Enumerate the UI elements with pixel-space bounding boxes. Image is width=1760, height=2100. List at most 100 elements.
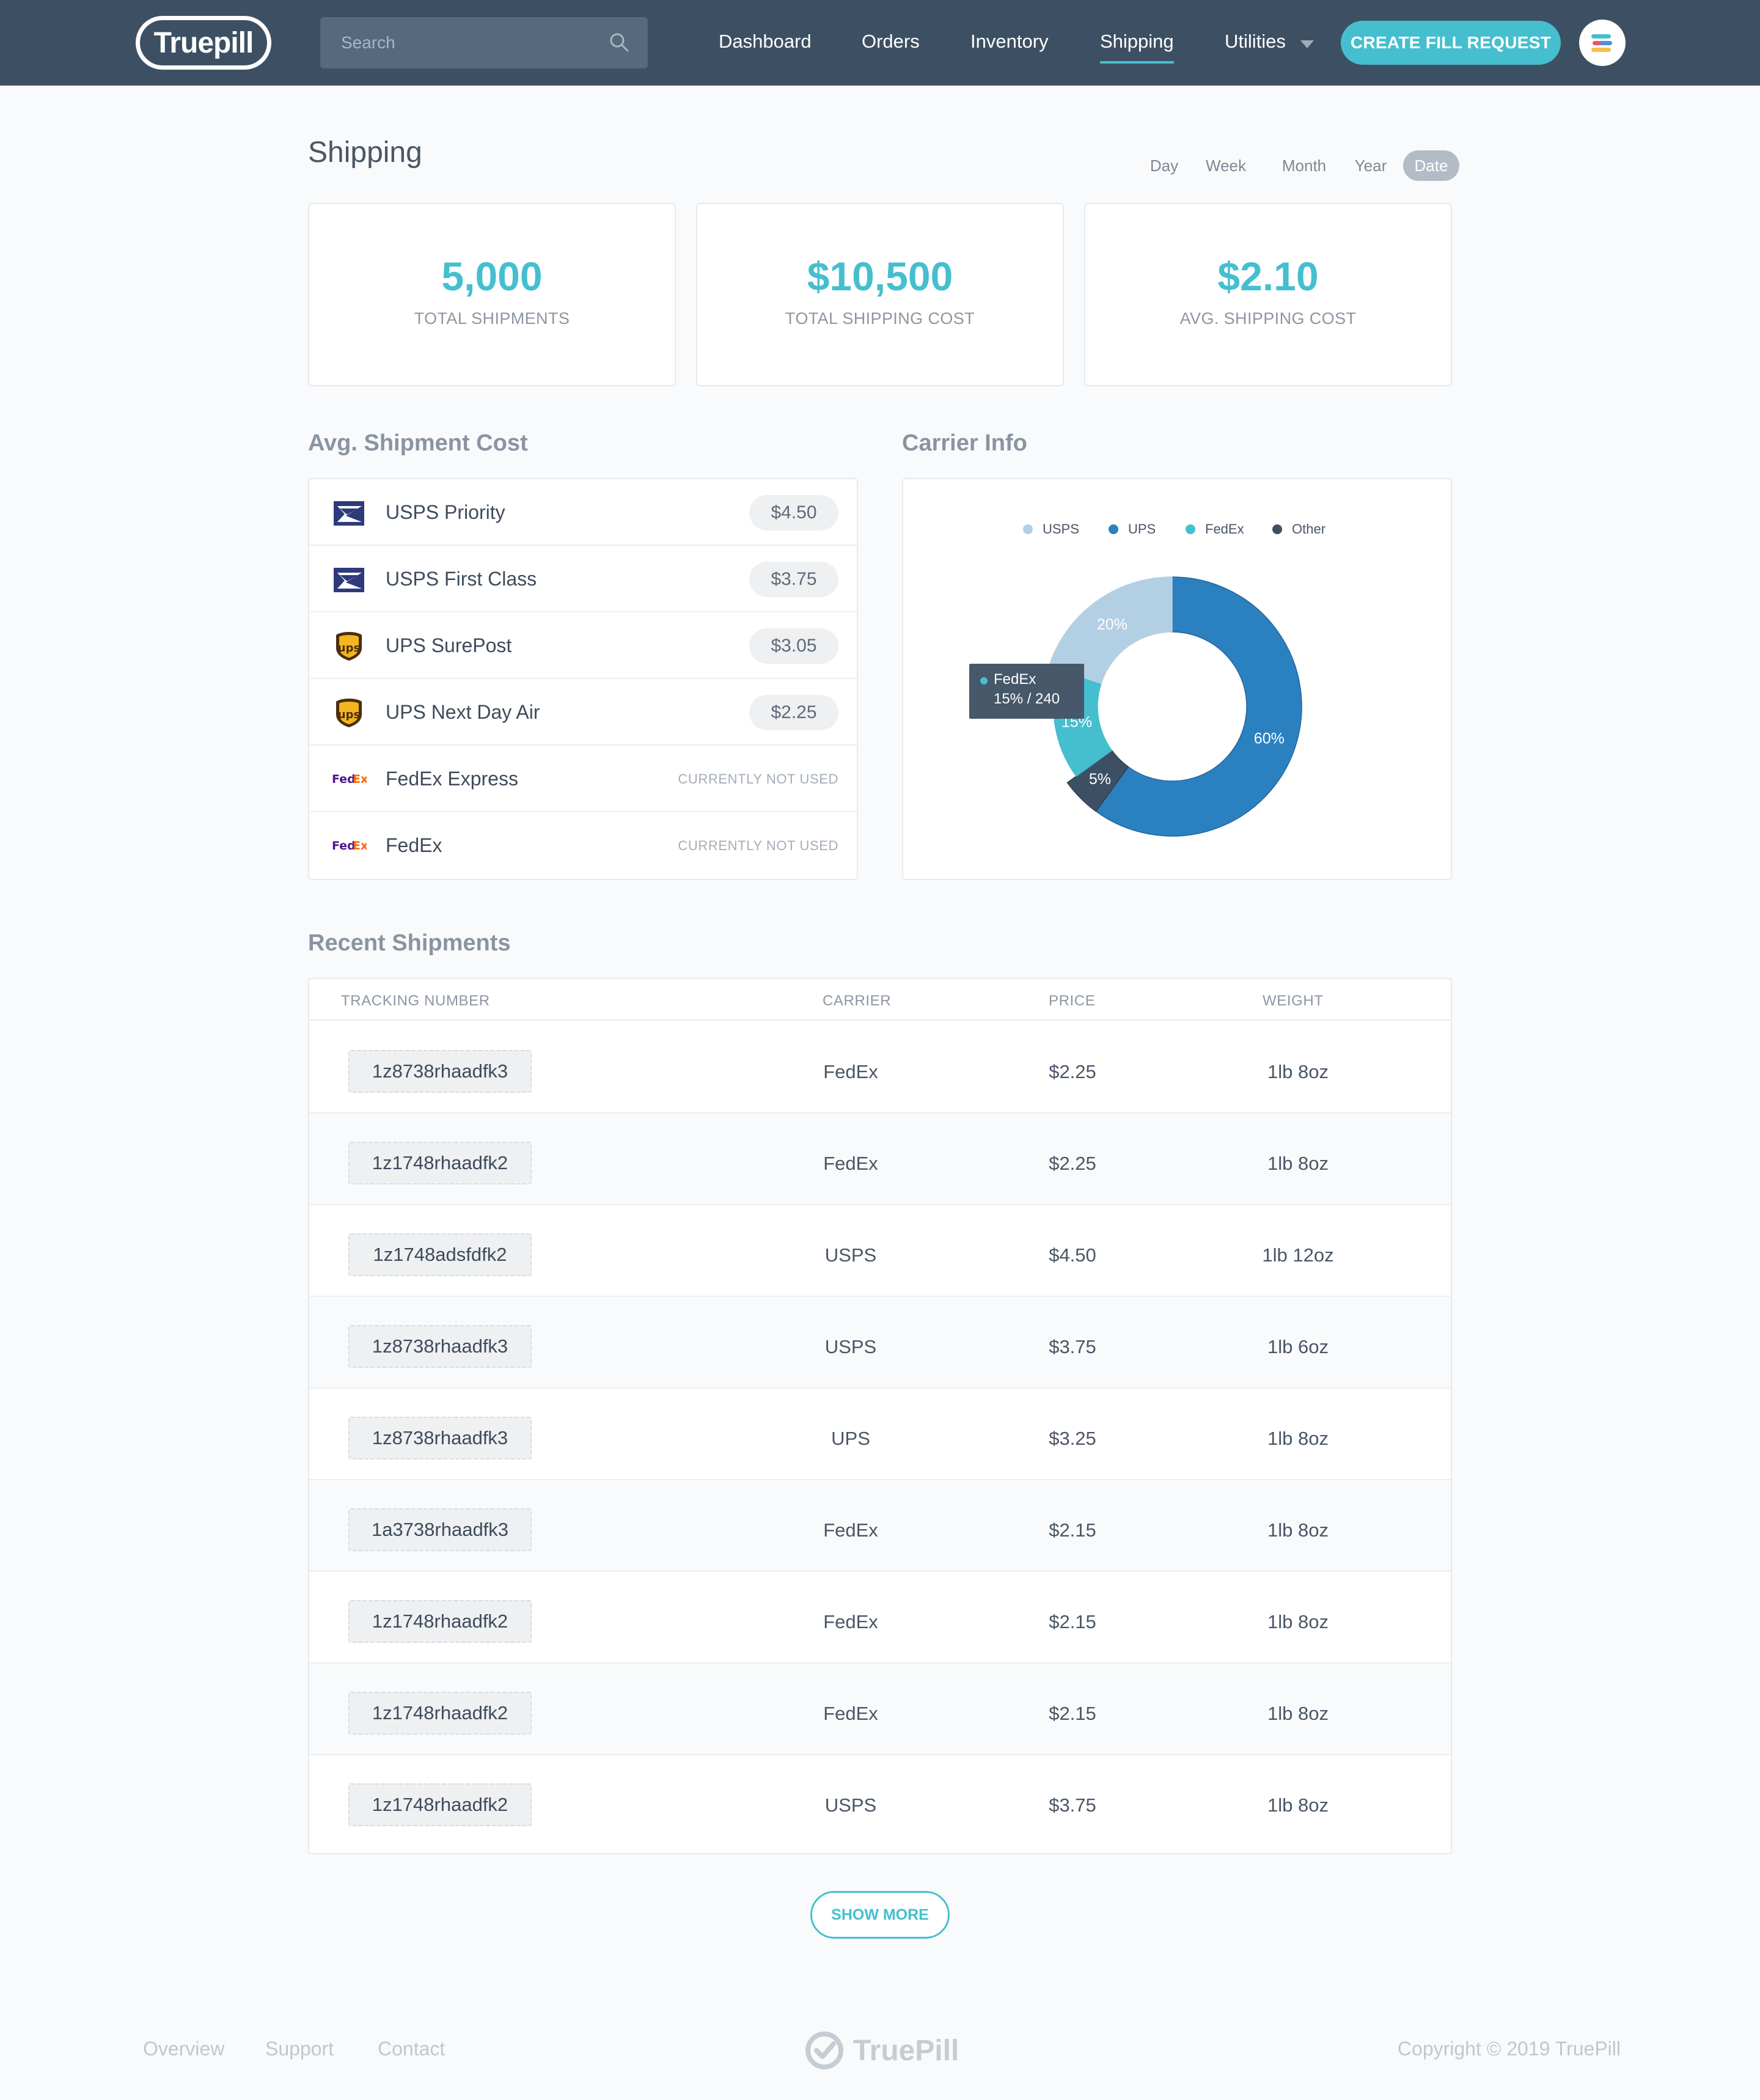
legend-label: Other bbox=[1292, 521, 1326, 537]
list-item[interactable]: USPS First Class $3.75 bbox=[309, 546, 857, 612]
list-item[interactable]: ups UPS SurePost $3.05 bbox=[309, 612, 857, 679]
search-icon[interactable] bbox=[609, 32, 629, 53]
nav-dashboard[interactable]: Dashboard bbox=[719, 31, 812, 52]
carrier-cell: FedEx bbox=[823, 1703, 878, 1724]
tracking-number-badge[interactable]: 1a3738rhaadfk3 bbox=[348, 1508, 532, 1551]
kpi-value: $2.10 bbox=[1217, 254, 1319, 299]
table-row[interactable]: 1z1748rhaadfk2 FedEx $2.15 1lb 8oz bbox=[309, 1572, 1451, 1664]
footer-logo[interactable]: TruePill bbox=[804, 2029, 959, 2072]
table-row[interactable]: 1z1748rhaadfk2 USPS $3.75 1lb 8oz bbox=[309, 1755, 1451, 1847]
ups-icon: ups bbox=[331, 631, 367, 661]
list-item[interactable]: Fed Ex FedEx CURRENTLY NOT USED bbox=[309, 812, 857, 879]
price-badge: $3.75 bbox=[749, 562, 838, 597]
tracking-number-badge[interactable]: 1z8738rhaadfk3 bbox=[348, 1050, 532, 1093]
create-fill-request-button[interactable]: CREATE FILL REQUEST bbox=[1341, 21, 1561, 65]
carrier-cell: UPS bbox=[831, 1428, 870, 1449]
tracking-number-badge[interactable]: 1z1748rhaadfk2 bbox=[348, 1692, 532, 1735]
ups-slice[interactable] bbox=[1095, 576, 1302, 837]
carrier-cell: FedEx bbox=[823, 1061, 878, 1082]
price-badge: $2.25 bbox=[749, 695, 838, 730]
legend-other[interactable]: Other bbox=[1272, 518, 1326, 540]
tracking-number-badge[interactable]: 1z8738rhaadfk3 bbox=[348, 1325, 532, 1368]
truepill-logo[interactable]: Truepill bbox=[136, 16, 271, 70]
truepill-check-icon bbox=[805, 2032, 843, 2069]
col-weight[interactable]: WEIGHT bbox=[1263, 993, 1324, 1009]
footer-contact-link[interactable]: Contact bbox=[378, 2038, 446, 2060]
nav-utilities[interactable]: Utilities bbox=[1225, 31, 1286, 52]
kpi-value: $10,500 bbox=[807, 254, 953, 299]
range-week[interactable]: Week bbox=[1206, 156, 1246, 175]
usps-icon bbox=[331, 564, 367, 595]
kpi-total-shipping-cost: $10,500 TOTAL SHIPPING COST bbox=[696, 203, 1064, 386]
kpi-label: TOTAL SHIPPING COST bbox=[785, 309, 975, 328]
table-row[interactable]: 1a3738rhaadfk3 FedEx $2.15 1lb 8oz bbox=[309, 1480, 1451, 1572]
footer-logo-text: TruePill bbox=[853, 2034, 959, 2067]
carrier-cell: USPS bbox=[824, 1244, 877, 1266]
table-row[interactable]: 1z8738rhaadfk3 USPS $3.75 1lb 6oz bbox=[309, 1297, 1451, 1389]
nav-shipping[interactable]: Shipping bbox=[1100, 31, 1174, 64]
carrier-service-name: FedEx bbox=[386, 834, 442, 856]
search-input[interactable] bbox=[341, 17, 598, 68]
avatar[interactable] bbox=[1579, 20, 1626, 66]
table-row[interactable]: 1z1748rhaadfk2 FedEx $2.25 1lb 8oz bbox=[309, 1114, 1451, 1205]
carrier-service-name: USPS Priority bbox=[386, 501, 505, 523]
table-row[interactable]: 1z8738rhaadfk3 FedEx $2.25 1lb 8oz bbox=[309, 1022, 1451, 1114]
tooltip-value: 15% / 240 bbox=[994, 691, 1060, 707]
svg-text:Fed: Fed bbox=[332, 839, 356, 853]
slice-label: 60% bbox=[1254, 730, 1285, 747]
status-text: CURRENTLY NOT USED bbox=[678, 838, 838, 853]
recent-shipments-table: TRACKING NUMBER CARRIER PRICE WEIGHT 1z8… bbox=[308, 978, 1452, 1854]
tracking-number-badge[interactable]: 1z1748rhaadfk2 bbox=[348, 1142, 532, 1184]
col-tracking-number[interactable]: TRACKING NUMBER bbox=[341, 993, 490, 1009]
legend-fedex[interactable]: FedEx bbox=[1186, 518, 1244, 540]
weight-cell: 1lb 8oz bbox=[1267, 1703, 1329, 1724]
list-item[interactable]: USPS Priority $4.50 bbox=[309, 479, 857, 546]
price-cell: $2.15 bbox=[1049, 1703, 1096, 1724]
legend-dot bbox=[1272, 524, 1282, 534]
tracking-number-badge[interactable]: 1z8738rhaadfk3 bbox=[348, 1417, 532, 1459]
range-date[interactable]: Date bbox=[1403, 150, 1459, 181]
weight-cell: 1lb 8oz bbox=[1267, 1428, 1329, 1449]
usps-slice[interactable] bbox=[1048, 576, 1173, 685]
table-row[interactable]: 1z1748rhaadfk2 FedEx $2.15 1lb 8oz bbox=[309, 1664, 1451, 1755]
weight-cell: 1lb 8oz bbox=[1267, 1153, 1329, 1174]
weight-cell: 1lb 8oz bbox=[1267, 1611, 1329, 1632]
col-carrier[interactable]: CARRIER bbox=[823, 993, 892, 1009]
weight-cell: 1lb 12oz bbox=[1262, 1244, 1334, 1266]
logo-text: Truepill bbox=[153, 26, 254, 59]
nav-orders[interactable]: Orders bbox=[862, 31, 920, 52]
col-price[interactable]: PRICE bbox=[1049, 993, 1096, 1009]
list-item[interactable]: ups UPS Next Day Air $2.25 bbox=[309, 679, 857, 746]
carrier-cell: USPS bbox=[824, 1336, 877, 1357]
tracking-number-badge[interactable]: 1z1748adsfdfk2 bbox=[348, 1233, 532, 1276]
tracking-number-badge[interactable]: 1z1748rhaadfk2 bbox=[348, 1600, 532, 1643]
svg-text:Fed: Fed bbox=[332, 773, 356, 786]
kpi-value: 5,000 bbox=[441, 254, 543, 299]
footer-support-link[interactable]: Support bbox=[265, 2038, 334, 2060]
list-item[interactable]: Fed Ex FedEx Express CURRENTLY NOT USED bbox=[309, 746, 857, 812]
tracking-number-badge[interactable]: 1z1748rhaadfk2 bbox=[348, 1783, 532, 1826]
footer-overview-link[interactable]: Overview bbox=[143, 2038, 225, 2060]
legend-usps[interactable]: USPS bbox=[1023, 518, 1079, 540]
weight-cell: 1lb 8oz bbox=[1267, 1061, 1329, 1082]
nav-inventory[interactable]: Inventory bbox=[970, 31, 1049, 52]
show-more-button[interactable]: SHOW MORE bbox=[810, 1891, 950, 1939]
chevron-down-icon[interactable] bbox=[1300, 40, 1314, 48]
search-box[interactable] bbox=[320, 17, 648, 68]
table-row[interactable]: 1z8738rhaadfk3 UPS $3.25 1lb 8oz bbox=[309, 1389, 1451, 1480]
price-cell: $2.15 bbox=[1049, 1611, 1096, 1632]
legend-dot bbox=[1109, 524, 1118, 534]
kpi-label: AVG. SHIPPING COST bbox=[1179, 309, 1357, 328]
avg-cost-title: Avg. Shipment Cost bbox=[308, 430, 528, 456]
weight-cell: 1lb 8oz bbox=[1267, 1794, 1329, 1816]
table-row[interactable]: 1z1748adsfdfk2 USPS $4.50 1lb 12oz bbox=[309, 1205, 1451, 1297]
legend-ups[interactable]: UPS bbox=[1109, 518, 1156, 540]
range-year[interactable]: Year bbox=[1354, 156, 1387, 175]
carrier-service-name: UPS Next Day Air bbox=[386, 701, 540, 723]
carrier-cell: FedEx bbox=[823, 1153, 878, 1174]
price-cell: $3.25 bbox=[1049, 1428, 1096, 1449]
legend-dot bbox=[1186, 524, 1195, 534]
footer: Overview Support Contact TruePill Copyri… bbox=[0, 1989, 1760, 2100]
range-day[interactable]: Day bbox=[1150, 156, 1179, 175]
range-month[interactable]: Month bbox=[1282, 156, 1327, 175]
